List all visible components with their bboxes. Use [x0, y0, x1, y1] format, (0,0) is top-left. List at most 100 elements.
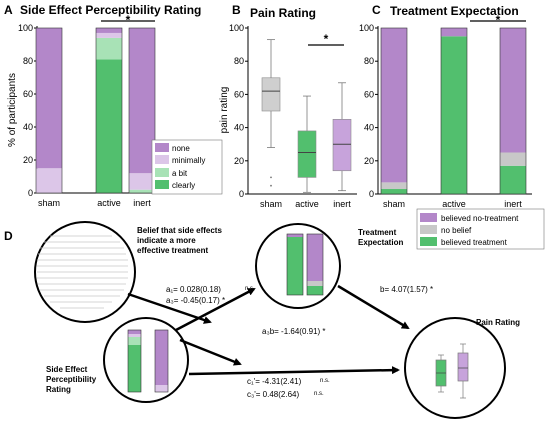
x-tick-label: active [97, 198, 121, 208]
coef-a3b: a₃b= -1.64(0.91) * [262, 327, 326, 336]
legend-believed-treatment: believed treatment [441, 238, 508, 247]
arrow-belief-interaction-direct [179, 338, 242, 366]
legend-no-belief: no belief [441, 226, 472, 235]
coef-c3-sig: n.s. [314, 391, 324, 397]
panel-a-legend: none minimally a bit clearly [151, 139, 223, 195]
x-tick-label: sham [383, 199, 405, 209]
y-tick-label: 60 [234, 89, 244, 99]
panel-c-letter: C [372, 3, 381, 17]
x-tick-label: active [442, 199, 466, 209]
legend-a-bit: a bit [172, 169, 188, 178]
bar-outline-sham [35, 27, 63, 194]
outlier-sham [270, 184, 272, 187]
bar-segment-sham-believed-no-treatment [381, 28, 407, 183]
legend-minimally: minimally [172, 156, 205, 165]
panel-b-sig-star: * [324, 32, 329, 46]
expectation-label-line1: Treatment [358, 228, 397, 237]
legend-swatch-clearly [155, 180, 169, 189]
bar-outline-inert [499, 27, 527, 195]
y-tick-label: 40 [364, 123, 374, 133]
y-tick-label: 100 [18, 23, 33, 33]
panel-b-letter: B [232, 3, 241, 17]
legend-swatch-believed-treatment [420, 237, 437, 246]
se-label-line3: Rating [46, 385, 71, 394]
bar-segment-sham-none [36, 28, 62, 169]
x-tick-label: inert [333, 199, 351, 209]
belief-document-thumbnail [37, 235, 128, 309]
bar-outline-active [95, 27, 123, 194]
expectation-mini-bars [286, 233, 324, 296]
y-tick-label: 0 [369, 189, 374, 199]
y-tick-label: 100 [359, 23, 374, 33]
legend-swatch-a-bit [155, 168, 169, 177]
belief-label-line3: effective treatment [137, 246, 208, 255]
bar-segment-inert-believed-no-treatment [500, 28, 526, 153]
panel-c-legend: believed no-treatment no belief believed… [416, 208, 545, 250]
y-tick-label: 80 [364, 56, 374, 66]
y-tick-label: 20 [234, 156, 244, 166]
outlier-sham [270, 176, 272, 179]
bar-segment-active-believed-treatment [441, 36, 467, 194]
bar-segment-active-a-bit [96, 37, 122, 60]
panel-a-bars [35, 27, 156, 194]
bar-outline-inert [128, 27, 156, 194]
bar-segment-sham-minimally [36, 168, 62, 193]
y-tick-label: 80 [23, 56, 33, 66]
coef-c3: c₃'= 0.48(2.64) [247, 390, 299, 399]
y-tick-label: 20 [23, 155, 33, 165]
side-effect-mini-bars [127, 329, 169, 393]
coef-a3: a₃= -0.45(0.17) * [166, 296, 225, 305]
bar-outline-active [440, 27, 468, 195]
x-tick-label: inert [133, 198, 151, 208]
bar-segment-sham-no-belief [381, 182, 407, 190]
pain-mini-boxes [435, 343, 469, 399]
y-tick-label: 20 [364, 156, 374, 166]
panel-c-title: Treatment Expectation [390, 4, 519, 18]
panel-a-sig-star: * [126, 13, 131, 27]
bar-segment-active-none [96, 28, 122, 33]
bar-segment-active-minimally [96, 32, 122, 38]
panel-a-letter: A [4, 3, 13, 17]
y-tick-label: 60 [23, 89, 33, 99]
coef-a1: a₁= 0.028(0.18) [166, 285, 221, 294]
pain-rating-label: Pain Rating [476, 318, 520, 327]
expectation-label-line2: Expectation [358, 238, 403, 247]
panel-a-title: Side Effect Perceptibility Rating [20, 3, 201, 17]
pain-rating-circle [404, 317, 506, 419]
se-label-line1: Side Effect [46, 365, 88, 374]
box-sham [261, 77, 281, 112]
y-tick-label: 100 [229, 23, 244, 33]
y-tick-label: 60 [364, 89, 374, 99]
panel-c-bars [380, 27, 527, 195]
panel-b-axis: 0 20 40 60 80 100 sham active inert [229, 23, 357, 209]
x-tick-label: active [295, 199, 319, 209]
belief-label-line2: indicate a more [137, 236, 196, 245]
arrow-se-to-pain [188, 366, 400, 376]
panel-a: A Side Effect Perceptibility Rating % of… [4, 3, 223, 208]
arrow-expectation-to-pain [337, 284, 410, 330]
panel-b-ylabel: pain rating [219, 87, 230, 134]
x-tick-label: sham [260, 199, 282, 209]
side-effect-circle [103, 317, 189, 403]
y-tick-label: 0 [239, 189, 244, 199]
bar-segment-sham-believed-treatment [381, 189, 407, 194]
panel-c-sig-star: * [496, 13, 501, 27]
legend-swatch-none [155, 143, 169, 152]
bar-segment-inert-a-bit [129, 189, 155, 193]
coef-c1-sig: n.s. [320, 378, 330, 384]
coef-a1-sig: n.s. [245, 286, 255, 292]
y-tick-label: 40 [234, 123, 244, 133]
bar-segment-inert-no-belief [500, 152, 526, 166]
panel-c: C Treatment Expectation 0 20 40 60 80 100 sham… [359, 3, 545, 250]
x-tick-label: sham [38, 198, 60, 208]
box-inert [332, 119, 352, 172]
panel-b-title: Pain Rating [250, 6, 316, 20]
arrow-se-to-expectation [175, 287, 256, 332]
bar-segment-inert-believed-treatment [500, 165, 526, 194]
se-label-line2: Perceptibility [46, 375, 97, 384]
x-tick-label: inert [504, 199, 522, 209]
bar-segment-inert-minimally [129, 173, 155, 190]
y-tick-label: 40 [23, 122, 33, 132]
panel-b: B Pain Rating pain rating 0 20 40 60 80 100 sh… [219, 3, 357, 209]
